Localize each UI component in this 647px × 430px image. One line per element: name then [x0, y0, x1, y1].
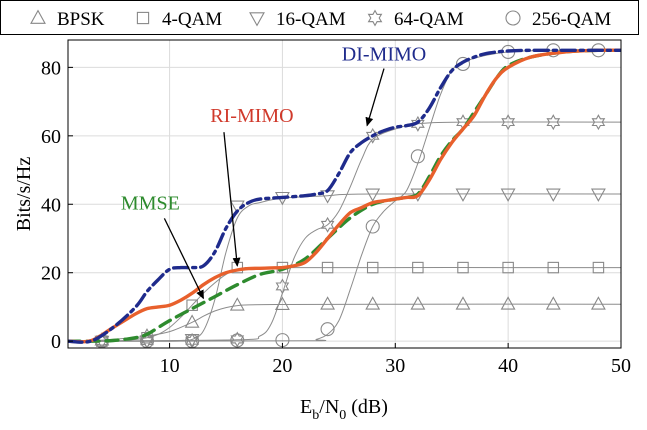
256-qam-marker — [455, 56, 471, 72]
16-qam-marker — [590, 188, 606, 202]
annotation-label-di-mimo: DI-MIMO — [342, 44, 426, 66]
x-tick-label: 30 — [385, 355, 405, 377]
64-qam-marker — [275, 278, 290, 295]
y-tick-label: 20 — [41, 263, 61, 285]
x-label-main: E — [300, 396, 312, 418]
axis-ticks: 10 20 30 40 50 0 20 40 60 80 — [41, 57, 631, 377]
annotation-label-ri-mimo: RI-MIMO — [210, 105, 293, 127]
bpsk-marker — [500, 296, 516, 310]
64-qam-marker — [546, 114, 561, 131]
64-qam-marker — [591, 114, 606, 131]
legend-16-qam-marker — [249, 12, 265, 27]
y-tick-label: 40 — [41, 194, 61, 216]
16-qam-marker — [500, 188, 516, 202]
y-tick-label: 80 — [41, 57, 61, 79]
16-qam-marker — [365, 188, 381, 202]
256-qam-marker — [230, 333, 245, 348]
legend-16-qam-label: 16-QAM — [276, 9, 346, 30]
bpsk-marker — [590, 296, 606, 310]
annotation-arrow-ri-mimo — [223, 132, 241, 267]
4-qam-marker — [547, 261, 560, 274]
bpsk-marker — [455, 296, 471, 310]
4-qam-marker — [321, 261, 334, 274]
y-tick-label: 0 — [51, 331, 61, 353]
legend: BPSK 4-QAM 16-QAM 64-QAM 256-QAM — [0, 0, 639, 35]
y-axis-label: Bits/s/Hz — [13, 157, 35, 232]
4-qam-marker — [592, 261, 605, 274]
64-qam-marker — [230, 331, 245, 348]
legend-4-qam-marker — [136, 11, 150, 25]
bpsk-marker — [545, 296, 561, 310]
annotation-label-mmse: MMSE — [121, 192, 180, 214]
4-qam-marker — [412, 261, 424, 274]
plot-frame — [67, 39, 622, 349]
16-qam-marker — [545, 188, 561, 202]
x-tick-label: 40 — [498, 355, 518, 377]
series-line-ri-mimo — [68, 48, 621, 344]
legend-box — [0, 0, 639, 35]
x-tick-label: 20 — [272, 355, 292, 377]
legend-4-qam-label: 4-QAM — [162, 9, 222, 30]
256-qam-marker — [410, 149, 425, 164]
legend-64-qam-label: 64-QAM — [394, 9, 464, 30]
x-tick-label: 10 — [160, 355, 180, 377]
x-label-unit: (dB) — [346, 396, 388, 418]
64-qam-marker — [410, 115, 425, 132]
annotation-arrow-di-mimo — [365, 68, 385, 127]
x-label-sub2: 0 — [339, 408, 346, 423]
4-qam-marker — [366, 261, 379, 274]
x-label-mid: /N — [319, 396, 339, 418]
series-line-di-mimo — [68, 48, 621, 344]
legend-256-qam-marker — [505, 10, 521, 26]
bpsk-marker — [365, 296, 381, 310]
legend-256-qam-label: 256-QAM — [532, 9, 611, 30]
bpsk-marker — [229, 297, 245, 311]
legend-bpsk-marker — [30, 9, 46, 24]
y-tick-label: 60 — [41, 126, 61, 148]
4-qam-marker — [457, 261, 469, 274]
bpsk-marker — [320, 296, 336, 310]
64-qam-marker — [501, 114, 516, 131]
x-label-sub1: b — [312, 408, 319, 423]
x-tick-label: 50 — [611, 355, 631, 377]
16-qam-marker — [455, 188, 471, 202]
annotation-arrow-mmse — [163, 218, 205, 300]
4-qam-marker — [502, 261, 514, 274]
detector-curves — [68, 48, 621, 344]
bpsk-marker — [274, 296, 290, 310]
bpsk-marker — [184, 314, 200, 328]
annotations: DI-MIMO RI-MIMO MMSE — [121, 44, 426, 300]
256-qam-marker — [320, 322, 335, 337]
64-qam-marker — [320, 216, 335, 233]
bpsk-marker — [410, 296, 426, 310]
256-qam-marker — [365, 219, 380, 234]
legend-64-qam-marker — [367, 9, 383, 27]
legend-bpsk-label: BPSK — [57, 9, 105, 30]
x-axis-label: Eb/N0 (dB) — [300, 396, 388, 423]
